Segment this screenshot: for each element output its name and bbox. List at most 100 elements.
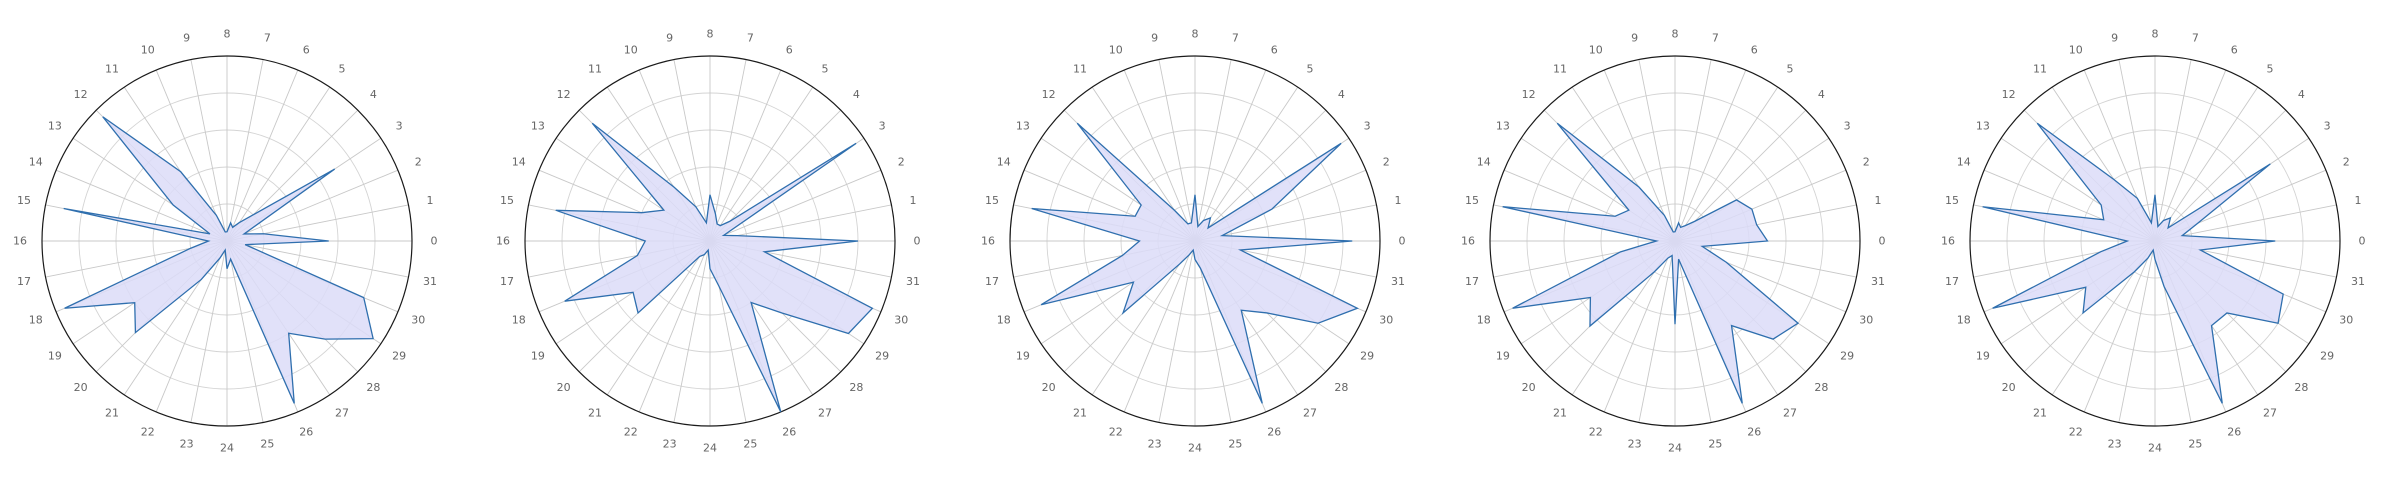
grid-spoke [190,59,228,242]
category-tick-label: 2 [1383,155,1390,168]
data-point [1140,204,1142,206]
data-point [1751,208,1753,210]
grid-spoke [709,204,892,242]
category-tick-label: 25 [2188,438,2202,451]
data-point [1684,224,1686,226]
data-point [2133,271,2135,273]
data-point [1199,267,1201,269]
grid-spoke [55,169,228,242]
category-tick-label: 0 [2359,235,2366,248]
data-point [2269,163,2271,165]
category-tick-label: 10 [1109,43,1123,56]
category-tick-label: 9 [1151,31,1158,44]
data-point [190,247,192,249]
data-point [2113,178,2115,180]
data-point [1556,122,1558,124]
data-point [1221,234,1223,236]
data-point [2226,312,2228,314]
polar-frame [1969,55,2341,427]
data-point [229,258,231,260]
category-tick-label: 6 [1271,43,1278,56]
category-tick-label: 29 [392,350,406,363]
category-tick-label: 26 [1747,426,1761,439]
data-point [2152,249,2154,251]
category-tick-label: 5 [339,62,346,75]
category-tick-label: 28 [2294,381,2308,394]
category-tick-label: 17 [1945,275,1959,288]
data-point [640,211,642,213]
grid-spoke [1638,240,1676,423]
category-tick-label: 7 [747,31,754,44]
category-tick-label: 15 [985,194,999,207]
data-point [1667,257,1669,259]
category-tick-label: 4 [1338,88,1345,101]
data-point [2126,240,2128,242]
data-point [709,194,711,196]
category-tick-label: 30 [411,314,425,327]
category-tick-label: 24 [2148,442,2162,455]
data-point [637,312,639,314]
data-point [2082,312,2084,314]
data-series-area [1502,122,1800,404]
category-tick-label: 7 [264,31,271,44]
category-tick-label: 5 [1307,62,1314,75]
grid-spoke [709,169,882,242]
data-point [2197,222,2199,224]
category-tick-label: 15 [1945,194,1959,207]
category-tick-label: 11 [1073,62,1087,75]
data-point [1511,307,1513,309]
polar-frame [524,55,896,427]
category-tick-label: 1 [2355,194,2362,207]
data-point [1207,227,1209,229]
category-tick-label: 19 [1016,350,1030,363]
data-point [1040,304,1042,306]
data-point [287,332,289,334]
data-point [1755,224,1757,226]
data-point [1194,194,1196,196]
category-tick-label: 19 [1976,350,1990,363]
grid-spoke [226,69,299,242]
category-tick-label: 17 [500,275,514,288]
data-series-area [555,122,874,413]
category-tick-label: 6 [303,43,310,56]
data-point [243,233,245,235]
category-tick-label: 17 [1465,275,1479,288]
data-point [1122,312,1124,314]
data-point [2169,217,2171,219]
data-point [231,226,233,228]
grid-spoke [709,69,782,242]
category-tick-label: 29 [1840,350,1854,363]
category-tick-label: 24 [1188,442,1202,455]
category-tick-label: 28 [849,381,863,394]
data-point [1991,307,1993,309]
grid-spoke [1158,59,1196,242]
data-point [1672,231,1674,233]
data-point [2154,258,2156,260]
data-point [1653,271,1655,273]
polar-frame [41,55,413,427]
data-point [1981,206,1983,208]
category-tick-label: 6 [2231,43,2238,56]
grid-spoke [1194,204,1377,242]
category-tick-label: 1 [910,194,917,207]
data-point [1261,402,1263,404]
category-tick-label: 29 [875,350,889,363]
data-point [1192,249,1194,251]
category-tick-label: 24 [703,442,717,455]
category-tick-label: 30 [1859,314,1873,327]
data-point [224,249,226,251]
category-tick-label: 31 [906,275,920,288]
data-point [1351,240,1353,242]
category-tick-label: 29 [2320,350,2334,363]
grid-spoke [1091,240,1196,396]
category-tick-label: 9 [183,31,190,44]
data-point [1190,222,1192,224]
category-tick-label: 11 [2033,62,2047,75]
category-tick-label: 21 [105,407,119,420]
category-tick-label: 12 [2002,88,2016,101]
data-point [1031,207,1033,209]
category-tick-label: 14 [1957,155,1971,168]
data-point [372,337,374,339]
data-point [1266,312,1268,314]
